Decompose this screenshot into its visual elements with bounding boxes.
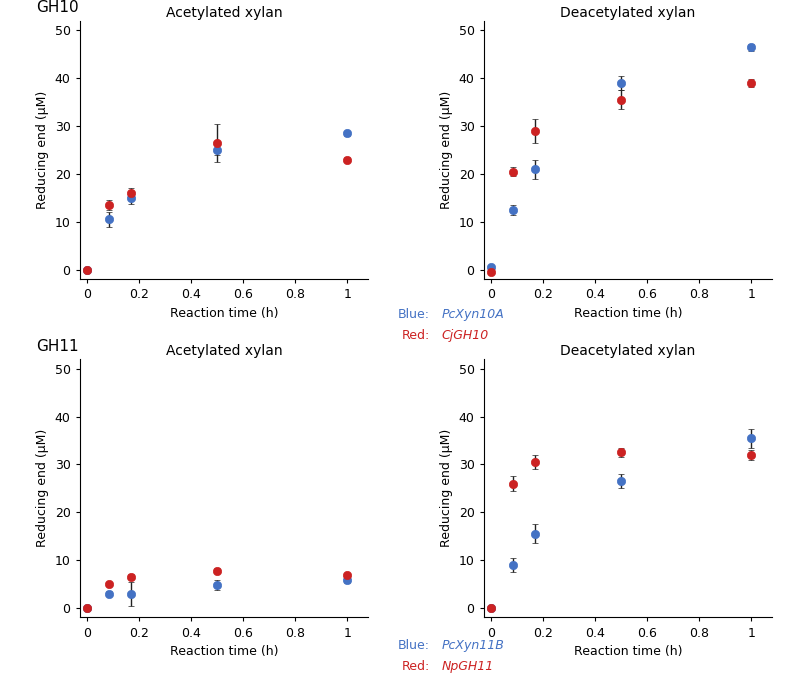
Y-axis label: Reducing end (μM): Reducing end (μM) [440, 429, 453, 548]
Text: Blue:: Blue: [398, 308, 430, 321]
Title: Acetylated xylan: Acetylated xylan [166, 344, 283, 358]
X-axis label: Reaction time (h): Reaction time (h) [170, 307, 278, 319]
Text: Red:: Red: [402, 329, 430, 342]
Text: Blue:: Blue: [398, 639, 430, 651]
Text: GH11: GH11 [37, 338, 79, 354]
Y-axis label: Reducing end (μM): Reducing end (μM) [36, 91, 49, 209]
X-axis label: Reaction time (h): Reaction time (h) [574, 645, 682, 658]
Text: NpGH11: NpGH11 [442, 660, 494, 672]
Y-axis label: Reducing end (μM): Reducing end (μM) [36, 429, 49, 548]
Y-axis label: Reducing end (μM): Reducing end (μM) [440, 91, 453, 209]
Title: Deacetylated xylan: Deacetylated xylan [560, 6, 696, 19]
Text: CjGH10: CjGH10 [442, 329, 489, 342]
Text: PcXyn10A: PcXyn10A [442, 308, 505, 321]
Title: Deacetylated xylan: Deacetylated xylan [560, 344, 696, 358]
Text: GH10: GH10 [37, 0, 79, 15]
X-axis label: Reaction time (h): Reaction time (h) [574, 307, 682, 319]
X-axis label: Reaction time (h): Reaction time (h) [170, 645, 278, 658]
Title: Acetylated xylan: Acetylated xylan [166, 6, 283, 19]
Text: PcXyn11B: PcXyn11B [442, 639, 505, 651]
Text: Red:: Red: [402, 660, 430, 672]
